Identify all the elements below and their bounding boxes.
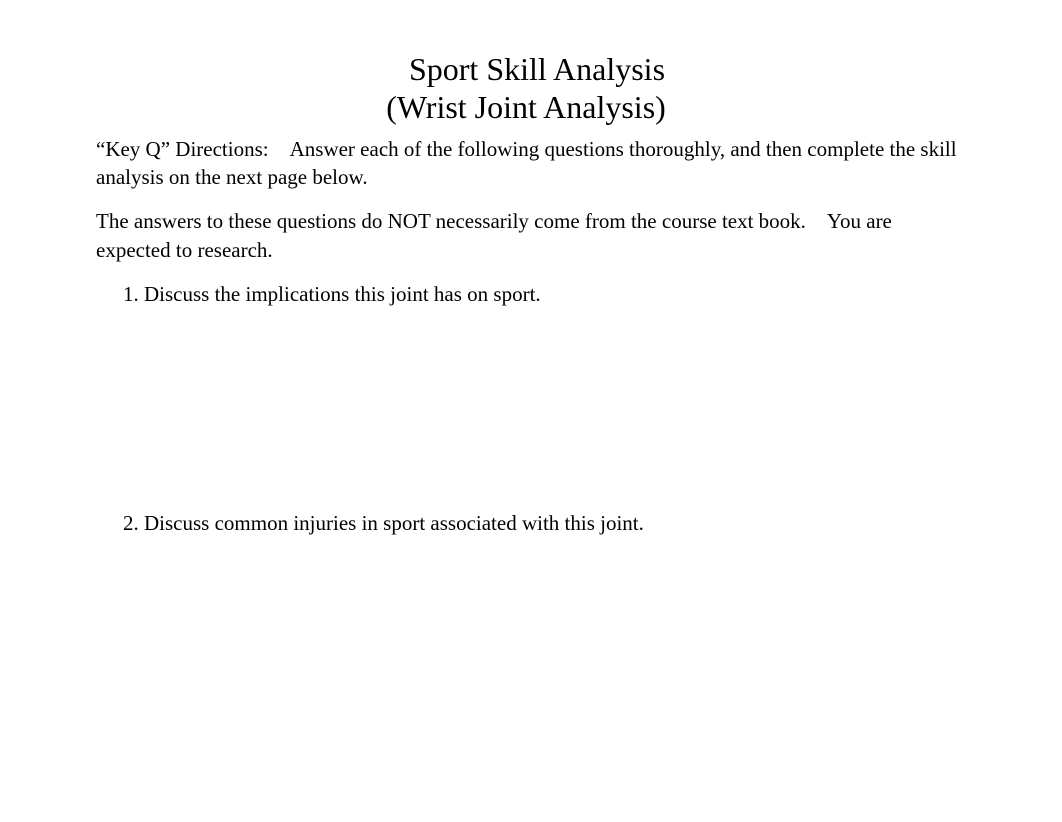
question-item: Discuss the implications this joint has …: [144, 280, 966, 308]
directions-paragraph-2: The answers to these questions do NOT ne…: [96, 207, 966, 264]
document-title-main: Sport Skill Analysis: [108, 50, 966, 88]
question-item: Discuss common injuries in sport associa…: [144, 509, 966, 537]
directions-paragraph-1: “Key Q” Directions: Answer each of the f…: [96, 135, 966, 192]
questions-list: Discuss the implications this joint has …: [96, 280, 966, 537]
document-title-sub: (Wrist Joint Analysis): [86, 88, 966, 126]
